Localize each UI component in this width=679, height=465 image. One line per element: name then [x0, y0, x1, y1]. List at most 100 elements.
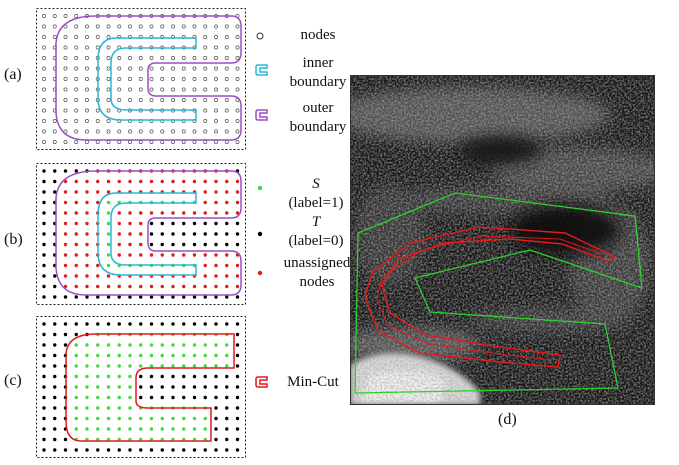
outer-boundary-icon: [255, 109, 268, 121]
grid-node: [95, 140, 100, 144]
grid-node: [96, 395, 100, 400]
grid-node: [63, 274, 68, 278]
grid-node: [181, 129, 186, 134]
grid-node: [139, 221, 143, 226]
grid-node: [128, 406, 132, 410]
grid-node: [42, 253, 46, 257]
grid-node: [128, 87, 132, 92]
grid-node: [53, 190, 57, 194]
grid-node: [139, 343, 143, 347]
grid-node: [182, 353, 186, 358]
grid-node: [235, 129, 240, 134]
grid-node: [149, 343, 154, 347]
grid-node: [214, 263, 218, 268]
grid-node: [203, 35, 208, 39]
grid-node: [85, 448, 89, 452]
grid-node: [149, 66, 154, 71]
grid-node: [214, 200, 218, 205]
grid-node: [128, 24, 132, 29]
grid-node: [225, 200, 229, 205]
grid-node: [192, 140, 197, 144]
grid-node: [42, 56, 46, 60]
grid-node: [225, 448, 229, 452]
grid-node: [235, 406, 240, 410]
panel-label-b: (b): [4, 231, 23, 248]
grid-node: [149, 385, 154, 389]
grid-node: [235, 221, 240, 226]
grid-node: [203, 322, 207, 326]
grid-node: [117, 343, 121, 347]
grid-node: [53, 374, 57, 379]
grid-node: [53, 295, 57, 299]
grid-node: [160, 295, 164, 299]
grid-node: [192, 211, 197, 215]
grid-node: [42, 406, 46, 410]
grid-node: [171, 24, 175, 29]
grid-node: [52, 129, 57, 134]
grid-node: [203, 242, 207, 247]
grid-node: [139, 353, 143, 358]
grid-node: [224, 56, 229, 60]
grid-node: [63, 77, 68, 81]
grid-node: [117, 364, 121, 368]
grid-node: [225, 295, 229, 299]
grid-node: [117, 385, 121, 389]
grid-node: [203, 179, 207, 184]
panel-a-grid: [36, 8, 246, 150]
grid-node: [171, 66, 175, 71]
grid-node: [42, 274, 46, 278]
grid-node: [160, 284, 164, 289]
grid-node: [235, 35, 240, 39]
legend-source: S (label=1): [276, 175, 356, 213]
grid-node: [235, 274, 240, 278]
legend-unassigned-line1: unassigned: [283, 255, 351, 271]
grid-node: [42, 35, 46, 39]
grid-node: [106, 374, 111, 379]
grid-node: [149, 322, 154, 326]
grid-node: [85, 416, 89, 421]
grid-node: [117, 179, 121, 184]
grid-node: [42, 140, 46, 144]
grid-node: [171, 140, 175, 144]
grid-node: [182, 221, 186, 226]
grid-node: [85, 45, 89, 50]
grid-node: [181, 77, 186, 81]
grid-node: [139, 364, 143, 368]
grid-node: [138, 98, 143, 102]
grid-node: [224, 119, 229, 123]
grid-node: [214, 140, 218, 144]
grid-node: [203, 200, 207, 205]
grid-node: [181, 56, 186, 60]
grid-node: [171, 364, 175, 368]
grid-node: [53, 385, 57, 389]
grid-node: [63, 343, 68, 347]
grid-node: [42, 332, 46, 337]
grid-node: [42, 427, 46, 431]
grid-node: [192, 374, 197, 379]
grid-node: [235, 385, 240, 389]
grid-node: [74, 169, 78, 173]
grid-node: [203, 56, 208, 60]
grid-node: [214, 108, 218, 113]
grid-node: [149, 221, 154, 226]
source-node-icon: [257, 185, 263, 191]
grid-node: [74, 284, 78, 289]
grid-node: [117, 322, 121, 326]
grid-node: [74, 242, 78, 247]
grid-node: [160, 129, 165, 134]
grid-node: [138, 24, 143, 29]
grid-node: [235, 119, 240, 123]
grid-node: [74, 374, 78, 379]
grid-node: [225, 232, 229, 236]
grid-node: [171, 253, 175, 257]
grid-node: [203, 77, 208, 81]
grid-node: [235, 87, 240, 92]
grid-node: [128, 253, 132, 257]
grid-node: [53, 343, 57, 347]
grid-node: [85, 395, 89, 400]
grid-node: [139, 179, 143, 184]
grid-node: [139, 448, 143, 452]
grid-node: [203, 108, 208, 113]
grid-node: [96, 263, 100, 268]
legend-sink-symbol: T: [311, 214, 321, 230]
